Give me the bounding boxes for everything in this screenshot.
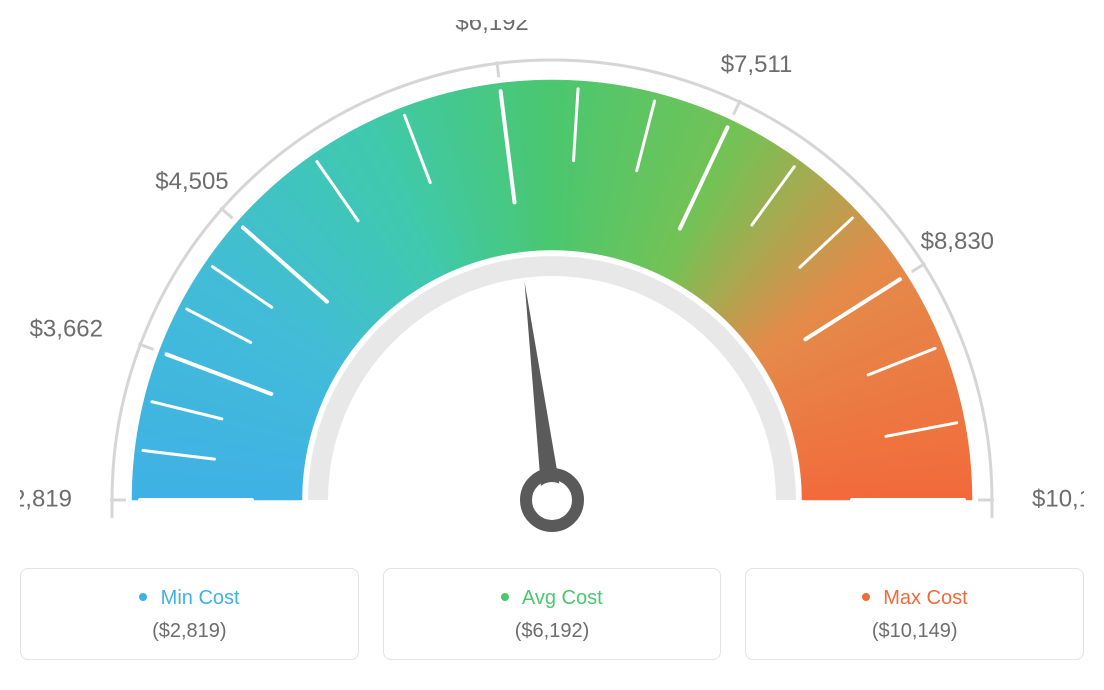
svg-text:$3,662: $3,662 — [30, 316, 103, 343]
dot-icon — [139, 593, 147, 601]
dot-icon — [862, 593, 870, 601]
legend-card-avg: Avg Cost ($6,192) — [383, 568, 722, 660]
gauge-svg: $2,819 $3,662 $4,505 $6,192 $7,511 $8,830 $10,… — [20, 20, 1084, 560]
legend-card-min: Min Cost ($2,819) — [20, 568, 359, 660]
legend-label-min: Min Cost — [161, 587, 240, 609]
svg-text:$6,192: $6,192 — [455, 20, 528, 36]
svg-text:$4,505: $4,505 — [155, 168, 228, 195]
svg-text:$2,819: $2,819 — [20, 485, 72, 512]
svg-text:$10,149: $10,149 — [1032, 485, 1084, 512]
dot-icon — [501, 593, 509, 601]
legend-title-min: Min Cost — [33, 587, 346, 610]
svg-text:$7,511: $7,511 — [721, 51, 793, 78]
legend-value-max: ($10,149) — [758, 620, 1071, 643]
legend-label-max: Max Cost — [883, 587, 967, 609]
legend-value-avg: ($6,192) — [396, 620, 709, 643]
cost-gauge: $2,819 $3,662 $4,505 $6,192 $7,511 $8,830 $10,… — [20, 20, 1084, 560]
legend-label-avg: Avg Cost — [522, 587, 603, 609]
legend-value-min: ($2,819) — [33, 620, 346, 643]
legend-row: Min Cost ($2,819) Avg Cost ($6,192) Max … — [20, 568, 1084, 660]
svg-text:$8,830: $8,830 — [921, 228, 994, 255]
legend-title-avg: Avg Cost — [396, 587, 709, 610]
legend-title-max: Max Cost — [758, 587, 1071, 610]
legend-card-max: Max Cost ($10,149) — [745, 568, 1084, 660]
